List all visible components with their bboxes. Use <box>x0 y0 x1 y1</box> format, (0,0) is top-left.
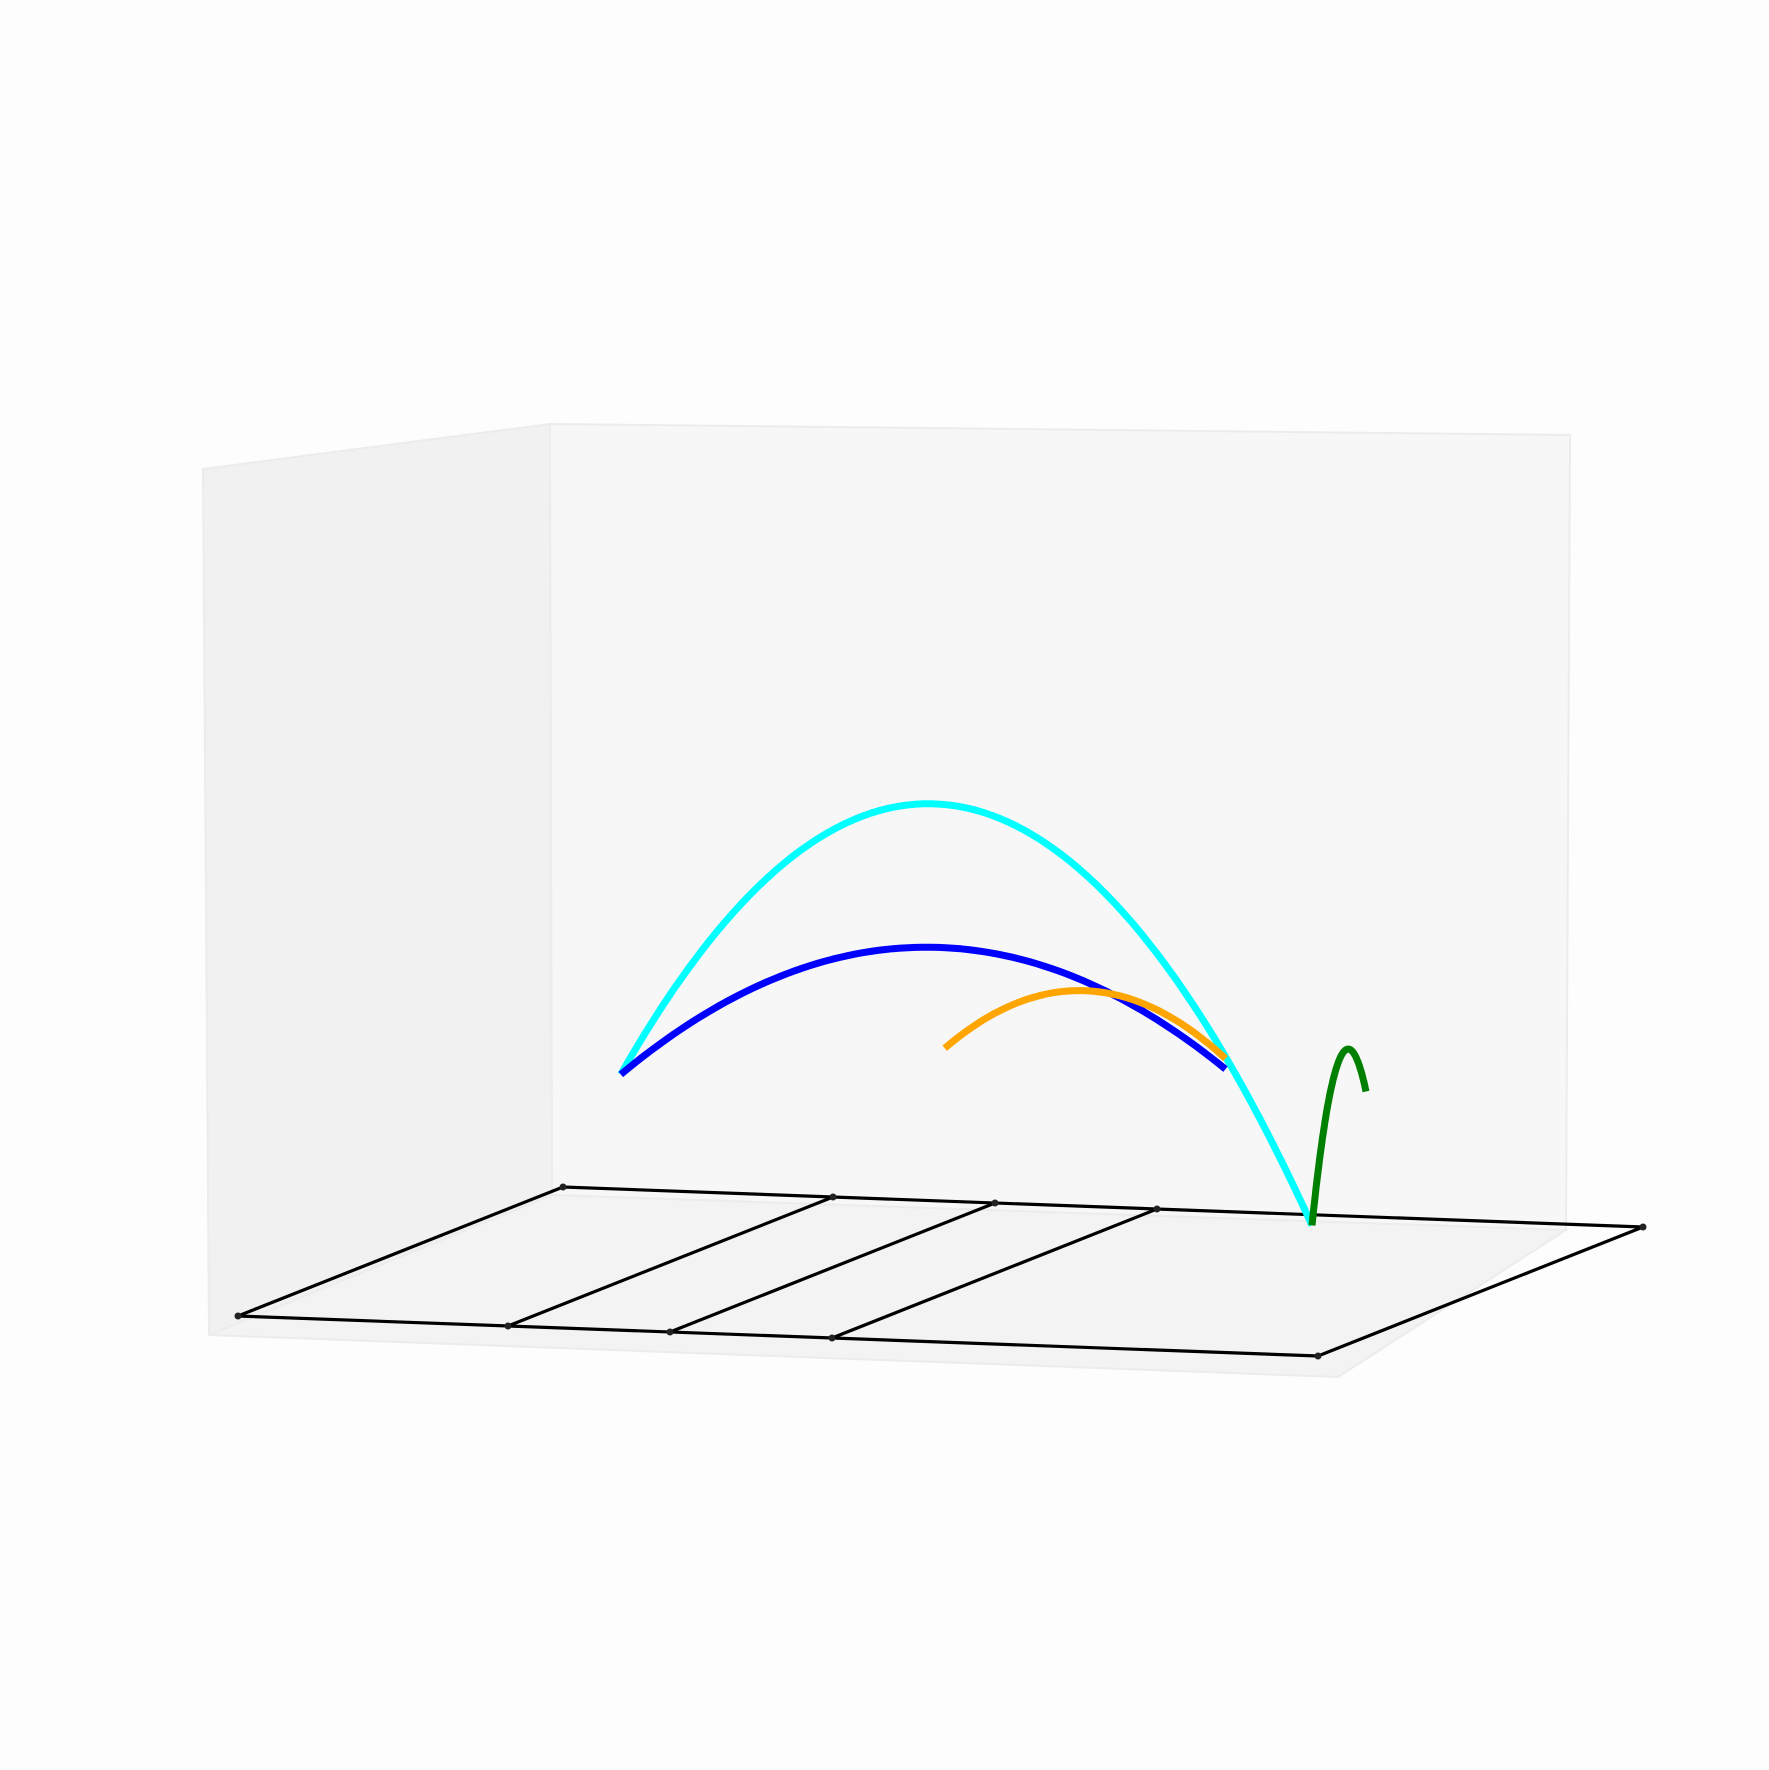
trajectory-series-4 <box>1308 1045 1370 1226</box>
court-line-3 <box>830 1207 1159 1340</box>
left-pane <box>201 422 554 1337</box>
court-line-2-node-1 <box>991 1199 999 1207</box>
trajectory-series-3 <box>942 987 1228 1062</box>
court-line-1 <box>506 1195 835 1328</box>
back-pane <box>548 422 1572 1232</box>
court-line-2-node-0 <box>666 1328 674 1336</box>
court-line-2 <box>668 1201 997 1334</box>
court-line-3-node-1 <box>1153 1205 1161 1213</box>
court-line-1-node-1 <box>829 1193 837 1201</box>
trajectory-series <box>617 800 1370 1227</box>
court-outline-node-1 <box>1314 1352 1322 1360</box>
court-floor-lines <box>234 1183 1647 1360</box>
floor-pane <box>208 1193 1570 1379</box>
court-line-1-node-0 <box>504 1322 512 1330</box>
trajectory-series-2 <box>618 943 1228 1078</box>
court-outline-node-0 <box>234 1312 242 1320</box>
court-outline-node-2 <box>1639 1223 1647 1231</box>
court-outline-node-3 <box>559 1183 567 1191</box>
court-line-3-node-0 <box>828 1334 836 1342</box>
trajectory-series-1 <box>617 800 1316 1227</box>
